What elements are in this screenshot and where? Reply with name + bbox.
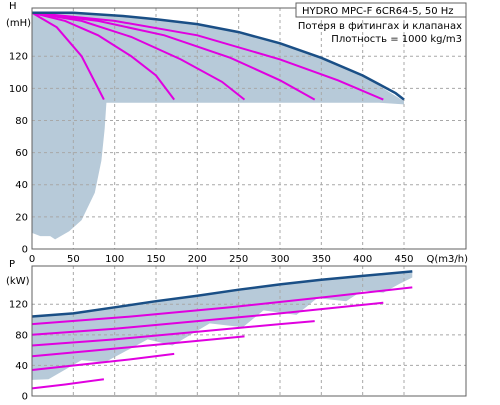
head-plot-frame: [31, 7, 467, 250]
xtick-label: 450: [394, 254, 413, 265]
legend-note-density: Плотность = 1000 kg/m3: [331, 34, 462, 45]
head-ytick-label: 100: [9, 84, 28, 95]
head-curve-2: [31, 11, 175, 101]
power-curve-4: [31, 320, 315, 347]
power-ylabel-letter: P: [9, 259, 15, 270]
xtick-label: 250: [229, 254, 248, 265]
head-max-curve: [32, 11, 405, 101]
power-curve-3: [31, 335, 245, 358]
xtick-label: 150: [146, 254, 165, 265]
head-curve-1: [31, 11, 105, 101]
head-ytick-label: 80: [15, 116, 28, 127]
power-curve-6: [31, 286, 413, 326]
xtick-label: 100: [105, 254, 124, 265]
power-max-curve: [31, 270, 413, 318]
head-envelope-area: [32, 12, 404, 240]
xtick-label: 400: [353, 254, 372, 265]
power-plot-frame: [31, 265, 467, 397]
power-ylabel-unit: (kW): [6, 276, 30, 287]
legend-title-box: [295, 2, 467, 18]
head-curve-4: [31, 11, 316, 101]
head-ylabel-unit: (mH): [6, 18, 31, 29]
head-curve-5: [31, 11, 384, 101]
head-ytick-label: 0: [22, 245, 28, 256]
legend-note-fittings: Потеря в фитингах и клапанах: [298, 21, 462, 32]
power-curve-5: [31, 301, 384, 336]
head-ytick-label: 20: [15, 212, 28, 223]
head-ytick-label: 40: [15, 180, 28, 191]
xtick-label: 200: [188, 254, 207, 265]
xaxis-label: Q(m3/h): [427, 254, 469, 265]
xtick-label: 0: [29, 254, 35, 265]
xtick-label: 350: [312, 254, 331, 265]
power-curve-1: [31, 378, 105, 390]
power-ytick-label: 0: [22, 392, 28, 401]
xtick-label: 300: [270, 254, 289, 265]
xtick-label: 50: [67, 254, 80, 265]
legend-title: HYDRO MPC-F 6CR64-5, 50 Hz: [302, 6, 454, 17]
head-ytick-label: 60: [15, 148, 28, 159]
power-ytick-label: 80: [15, 330, 28, 341]
power-ytick-label: 120: [9, 300, 28, 311]
head-ylabel-letter: H: [9, 1, 17, 12]
power-curve-2: [31, 352, 175, 371]
head-curve-3: [31, 11, 246, 101]
head-ytick-label: 120: [9, 52, 28, 63]
power-ytick-label: 40: [15, 361, 28, 372]
